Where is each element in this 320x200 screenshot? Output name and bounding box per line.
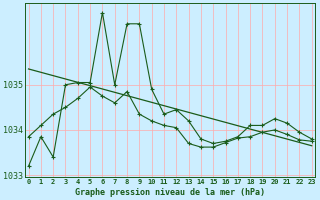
X-axis label: Graphe pression niveau de la mer (hPa): Graphe pression niveau de la mer (hPa): [75, 188, 265, 197]
